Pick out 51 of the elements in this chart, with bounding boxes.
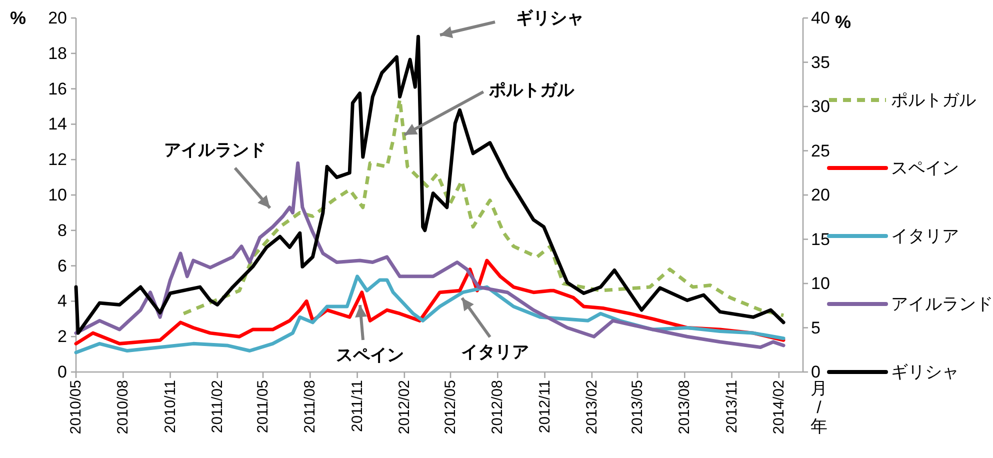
- annotation: イタリア: [461, 342, 529, 362]
- line-series: [182, 98, 786, 318]
- annotation: スペイン: [336, 346, 404, 364]
- x-tick-label: 2012/02: [396, 380, 413, 434]
- y2-tick-label: 30: [811, 97, 830, 116]
- x-tick-label: 2013/11: [723, 380, 740, 434]
- x-tick-label: 2014/02: [770, 380, 788, 434]
- x-tick-label: 2010/11: [162, 380, 179, 434]
- y-tick-label: 4: [58, 292, 67, 311]
- annotation: ギリシャ: [516, 8, 584, 28]
- legend-label: ギリシャ: [891, 362, 959, 382]
- y-tick-label: 14: [48, 114, 67, 134]
- y2-tick-label: 5: [811, 318, 820, 338]
- x-tick-label: 2012/05: [442, 380, 460, 434]
- x-tick-label: 2013/05: [629, 380, 646, 434]
- y-axis-title: %: [10, 8, 26, 28]
- y-tick-label: 16: [48, 79, 67, 98]
- y-tick-label: 8: [58, 220, 67, 240]
- x-tick-label: 2013/02: [583, 380, 600, 434]
- y2-axis-title: %: [834, 12, 852, 32]
- y-tick-label: 12: [48, 150, 67, 170]
- y2-tick-label: 20: [811, 186, 830, 204]
- y2-tick-label: 25: [811, 141, 830, 160]
- y2-tick-label: 15: [811, 230, 830, 249]
- legend-label: イタリア: [891, 226, 959, 246]
- y-tick-label: 6: [58, 256, 67, 276]
- x-tick-label: 2011/11: [348, 380, 366, 432]
- x-tick-label: 2012/11: [536, 380, 554, 434]
- y2-tick-label: 40: [811, 8, 830, 28]
- x-tick-label: 2011/02: [208, 380, 226, 434]
- y2-tick-label: 35: [811, 52, 830, 72]
- legend-label: アイルランド: [891, 294, 993, 314]
- y-tick-label: 0: [58, 362, 67, 382]
- x-tick-label: 2010/08: [114, 380, 132, 434]
- annotation: アイルランド: [164, 140, 266, 160]
- line-series: [74, 34, 786, 335]
- y-tick-label: 20: [48, 8, 67, 28]
- y2-tick-label: 10: [811, 274, 830, 293]
- annotation: ポルトガル: [488, 80, 575, 100]
- x-tick-label: 2013/08: [676, 380, 694, 434]
- y2-tick-label: 0: [811, 362, 820, 382]
- x-axis-title: 月/年: [810, 379, 828, 436]
- x-tick-label: 2010/05: [68, 380, 84, 434]
- legend-label: スペイン: [891, 158, 959, 178]
- y-tick-label: 10: [48, 186, 67, 204]
- y-tick-label: 2: [58, 327, 67, 346]
- legend-label: ポルトガル: [891, 90, 976, 110]
- x-tick-label: 2011/05: [254, 380, 272, 434]
- x-tick-label: 2012/08: [489, 380, 506, 434]
- x-tick-label: 2011/08: [302, 380, 319, 434]
- y-tick-label: 18: [48, 44, 67, 63]
